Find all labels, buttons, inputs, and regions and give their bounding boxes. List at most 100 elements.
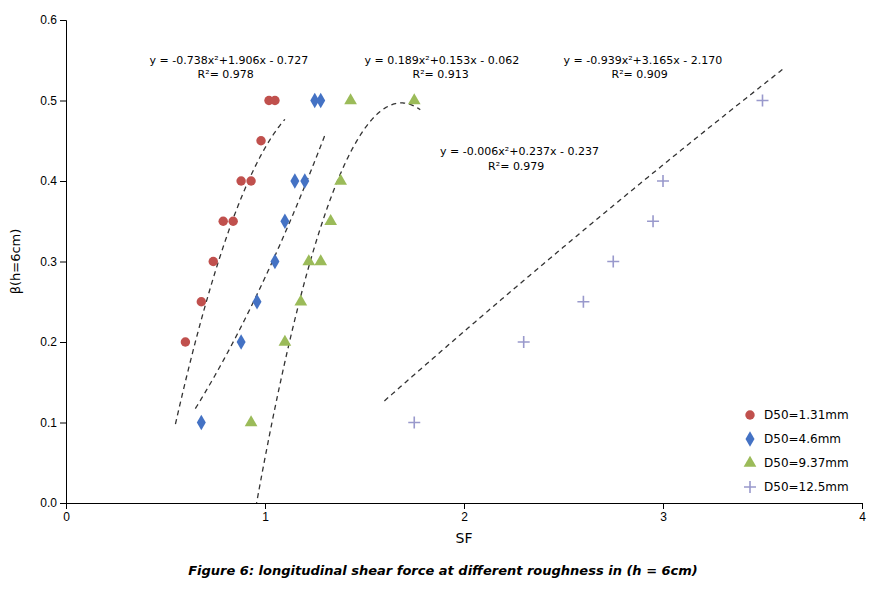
x-axis-title: SF <box>456 530 473 546</box>
point <box>197 297 206 306</box>
y-tick-mark <box>60 262 66 263</box>
y-axis: 0.0 0.1 0.2 0.3 0.4 0.5 0.6 <box>40 13 66 510</box>
x-tick: 3 <box>660 503 667 524</box>
plot-area: 0 1 2 3 4 0.0 0.1 0.2 0.3 0.4 0.5 0.6 y = -0.738x²+1… <box>40 13 866 569</box>
y-tick: 0.6 <box>40 13 66 27</box>
fit-curve <box>195 136 324 409</box>
point <box>253 294 262 310</box>
point <box>209 257 218 266</box>
point <box>181 337 190 346</box>
x-tick-mark <box>862 503 863 509</box>
point <box>316 93 325 109</box>
annotation-line: y = -0.738x²+1.906x - 0.727 <box>150 54 309 67</box>
point <box>246 176 255 185</box>
y-tick-label: 0.5 <box>40 94 57 108</box>
legend-label: D50=1.31mm <box>764 408 849 422</box>
series <box>408 95 768 429</box>
y-tick-label: 0.4 <box>40 174 57 188</box>
annotation: y = -0.738x²+1.906x - 0.727R²= 0.978 <box>150 54 309 81</box>
fit-curve <box>245 103 420 503</box>
series <box>181 96 280 347</box>
legend-item: D50=9.37mm <box>744 456 849 471</box>
x-axis: 0 1 2 3 4 <box>63 503 866 524</box>
legend-item: D50=1.31mm <box>745 408 848 422</box>
legend-label: D50=4.6mm <box>764 432 841 446</box>
annotation-line: R²= 0.979 <box>488 160 544 173</box>
y-tick: 0.4 <box>40 174 66 188</box>
y-tick-mark <box>60 342 66 343</box>
title: Figure 6: longitudinal shear force at di… <box>188 563 698 578</box>
x-tick-label: 3 <box>660 510 667 524</box>
y-tick-label: 0.0 <box>40 496 57 510</box>
point <box>290 173 299 189</box>
y-tick-mark <box>60 101 66 102</box>
x-tick-label: 0 <box>63 510 70 524</box>
point <box>344 93 357 104</box>
y-tick: 0.5 <box>40 94 66 108</box>
y-tick: 0.1 <box>40 416 66 430</box>
annotation: y = -0.939x²+3.165x - 2.170R²= 0.909 <box>564 54 723 81</box>
chart: 0 1 2 3 4 0.0 0.1 0.2 0.3 0.4 0.5 0.6 y = -0.738x²+1… <box>0 0 886 589</box>
legend-symbol <box>744 456 757 467</box>
point <box>314 254 327 265</box>
legend-item: D50=12.5mm <box>744 480 849 494</box>
y-tick: 0.2 <box>40 335 66 349</box>
x-tick-label: 1 <box>262 510 269 524</box>
legend-label: D50=12.5mm <box>764 480 849 494</box>
y-tick-mark <box>60 423 66 424</box>
x-tick-mark <box>464 503 465 509</box>
point <box>757 95 769 107</box>
y-axis-title: β(h=6cm) <box>8 229 23 295</box>
point <box>647 215 659 227</box>
point <box>607 256 619 268</box>
fit-curve <box>175 119 284 424</box>
y-axis-line <box>60 21 67 504</box>
annotation-line: y = -0.006x²+0.237x - 0.237 <box>440 145 599 158</box>
annotation: y = 0.189x²+0.153x - 0.062R²= 0.913 <box>365 54 520 81</box>
x-tick: 2 <box>461 503 468 524</box>
annotation-line: y = -0.939x²+3.165x - 2.170 <box>564 54 723 67</box>
x-tick-mark <box>663 503 664 509</box>
annotation-line: R²= 0.909 <box>612 68 668 81</box>
y-tick-mark <box>60 20 66 21</box>
legend: D50=1.31mm D50=4.6mm D50=9.37mm D50=12.5mm <box>744 408 849 494</box>
legend-symbol <box>744 481 756 493</box>
point <box>270 254 279 270</box>
point <box>300 173 309 189</box>
point <box>237 334 246 350</box>
point <box>302 254 315 265</box>
y-tick-label: 0.6 <box>40 13 57 27</box>
x-axis-line <box>67 504 863 510</box>
y-tick: 0.3 <box>40 255 66 269</box>
x-tick-mark <box>265 503 266 509</box>
y-tick-mark <box>60 503 66 504</box>
marks <box>175 70 782 503</box>
annotation: y = -0.006x²+0.237x - 0.237 R²= 0.979 <box>440 145 599 172</box>
point <box>657 175 669 187</box>
point <box>256 136 265 145</box>
point <box>245 415 258 426</box>
annotation-line: R²= 0.913 <box>413 68 469 81</box>
y-tick-label: 0.1 <box>40 416 57 430</box>
point <box>270 96 279 105</box>
y-tick-label: 0.2 <box>40 335 57 349</box>
point <box>518 336 530 348</box>
x-tick: 0 <box>63 503 70 524</box>
point <box>236 176 245 185</box>
point <box>577 296 589 308</box>
point <box>197 415 206 431</box>
point <box>228 217 237 226</box>
y-tick-label: 0.3 <box>40 255 57 269</box>
point <box>218 217 227 226</box>
x-tick: 4 <box>859 503 866 524</box>
point <box>279 335 292 346</box>
point <box>334 174 347 185</box>
legend-label: D50=9.37mm <box>764 456 849 470</box>
x-tick-label: 4 <box>859 510 866 524</box>
legend-symbol <box>746 431 755 447</box>
annotation-line: y = 0.189x²+0.153x - 0.062 <box>365 54 520 67</box>
series <box>245 93 421 426</box>
y-tick-mark <box>60 181 66 182</box>
x-tick: 1 <box>262 503 269 524</box>
x-tick-label: 2 <box>461 510 468 524</box>
